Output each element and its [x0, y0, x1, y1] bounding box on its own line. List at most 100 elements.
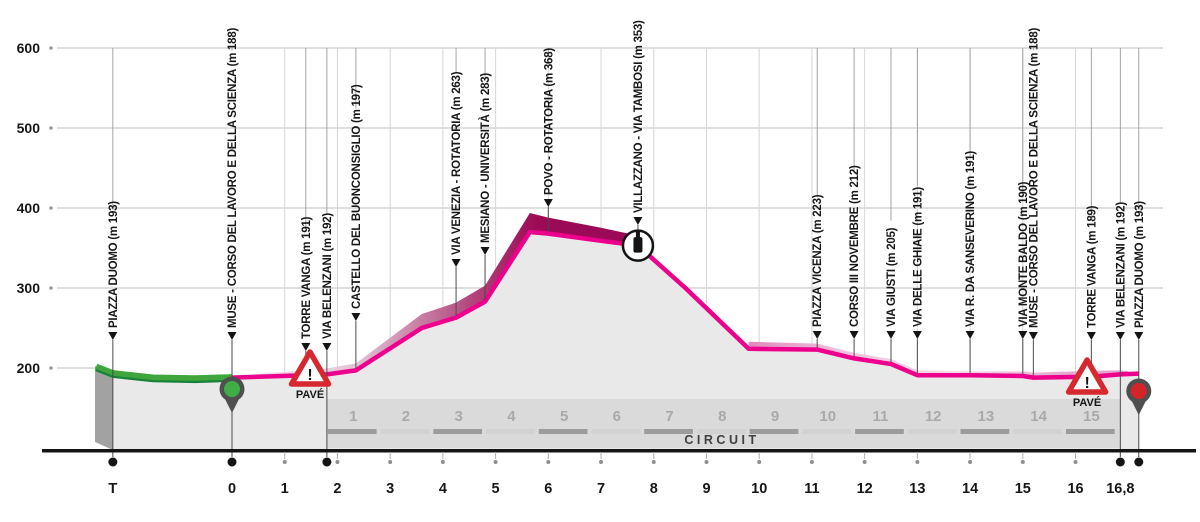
km-label: 16: [1067, 481, 1083, 497]
y-tick-300: 300: [17, 280, 41, 296]
waypoint-marker-triangle: [480, 247, 490, 255]
waypoint-label: TORRE VANGA (m 189): [1086, 48, 1098, 375]
km-tick-dot: [757, 460, 762, 464]
green-transfer-line: [94, 363, 233, 383]
waypoint-text: VILLAZZANO - VIA TAMBOSI (m 353): [633, 20, 645, 213]
waypoint-marker-triangle: [451, 259, 461, 267]
km-label: 15: [1015, 481, 1031, 497]
lap-dash: [538, 429, 588, 434]
waypoint-label: VIA R. DA SANSEVERINO (m 191): [965, 48, 977, 374]
waypoint-text: VIA BELENZANI (m 192): [1115, 202, 1127, 328]
waypoint-marker-triangle: [849, 331, 859, 339]
km-tick-dot: [809, 460, 814, 464]
km-tick-dot: [968, 460, 973, 464]
km-tick-dot: [1020, 460, 1025, 464]
km-label: 16,8: [1106, 481, 1134, 497]
km-label: 14: [962, 481, 978, 497]
waypoint-label: VIA BELENZANI (m 192): [1115, 48, 1127, 457]
waypoint-label: VIA GIUSTI (m 205): [886, 48, 898, 362]
waypoint-text: MUSE - CORSO DEL LAVORO E DELLA SCIENZA …: [1028, 28, 1040, 328]
waypoint-marker-triangle: [108, 332, 118, 340]
lap-number: 8: [718, 408, 726, 425]
waypoint-marker-triangle: [1028, 332, 1038, 340]
km-tick-dot: [282, 460, 287, 464]
waypoint-marker-triangle: [227, 332, 237, 340]
km-label: 8: [650, 481, 658, 497]
lap-dash: [696, 429, 746, 434]
lap-number: 3: [455, 408, 463, 425]
waypoint-label: TORRE VANGA (m 191): [301, 48, 313, 374]
waypoint-text: CORSO III NOVEMBRE (m 212): [849, 165, 861, 327]
waypoint-text: VIA R. DA SANSEVERINO (m 191): [965, 151, 977, 327]
pave-warning-icon: !: [288, 349, 332, 387]
waypoint-label: PIAZZA DUOMO (m 193): [1134, 48, 1146, 457]
waypoint-marker-triangle: [1018, 331, 1028, 339]
warning-triangle: [1065, 357, 1109, 395]
hill-side-face: [95, 366, 113, 450]
key-point-dot: [1134, 457, 1144, 467]
y-tick-600: 600: [17, 40, 41, 56]
warning-exclamation: !: [1084, 375, 1089, 392]
key-point-dot: [1115, 457, 1125, 467]
km-tick-dot: [915, 460, 920, 464]
green-transfer-underline: [95, 369, 233, 384]
waypoint-label: VIA VENEZIA - ROTATORIA (m 263): [451, 48, 463, 316]
waypoint-label: MESIANO - UNIVERSITÀ (m 283): [479, 48, 492, 300]
warning-triangle: [288, 349, 332, 387]
axis-layer: T 0 1 2 3 4 5 6 7 8 9 10 11 12 13 14 15 16 16,8: [42, 449, 1196, 497]
waypoint-text: POVO - ROTATORIA (m 368): [543, 48, 555, 195]
lap-dash: [380, 429, 430, 434]
km-tick-dot: [493, 460, 498, 464]
bottle-cap-icon: [635, 229, 641, 233]
x-axis-line: [42, 449, 1196, 453]
km-tick-dot: [651, 460, 656, 464]
pin-center: [1130, 383, 1147, 399]
circuit-band-layer: 1 2 3 4 5 6 7 8 9 10 11 12 13 14 15: [326, 399, 1121, 448]
lap-number: 12: [925, 408, 942, 425]
waypoint-label: PIAZZA DUOMO (m 193): [108, 48, 120, 457]
km-label: 1: [281, 481, 289, 497]
waypoint-text: PIAZZA DUOMO (m 193): [108, 201, 120, 328]
lap-dash: [960, 429, 1010, 434]
y-tick-500: 500: [17, 120, 41, 136]
lap-number: 5: [560, 408, 568, 425]
km-tick-dot: [704, 460, 709, 464]
gridline-dot: [49, 366, 53, 370]
key-point-dot: [227, 457, 237, 467]
waypoint-text: VIA VENEZIA - ROTATORIA (m 263): [451, 71, 463, 255]
lap-number: 4: [507, 408, 516, 425]
km-label: 5: [492, 481, 500, 497]
km-label: 11: [804, 481, 819, 497]
lap-dash: [327, 429, 377, 434]
waypoint-marker-triangle: [543, 199, 553, 207]
finish-pin-icon: [1126, 378, 1152, 415]
waypoint-marker-triangle: [322, 343, 332, 351]
lap-dash: [802, 429, 852, 434]
waypoint-text: VIA GIUSTI (m 205): [886, 227, 898, 327]
gridline-dot: [49, 126, 53, 130]
km-tick-dot: [599, 460, 604, 464]
waypoint-label: VIA DELLE GHIAIE (m 191): [912, 48, 924, 374]
y-tick-200: 200: [17, 360, 41, 376]
waypoint-marker-triangle: [1134, 332, 1144, 340]
waypoint-marker-triangle: [1086, 332, 1096, 340]
km-label: 12: [857, 481, 873, 497]
waypoint-text: VIA DELLE GHIAIE (m 191): [912, 187, 924, 327]
gridline-dot: [49, 286, 53, 290]
waypoint-labels-layer: PIAZZA DUOMO (m 193) MUSE - CORSO DEL LAV…: [108, 20, 1146, 457]
icons-layer: !!: [219, 229, 1152, 415]
lap-dash: [644, 429, 693, 434]
pin-tail: [224, 397, 240, 413]
waypoint-label: MUSE - CORSO DEL LAVORO E DELLA SCIENZA …: [1028, 28, 1040, 376]
pave-warning-icon: !: [1065, 357, 1109, 395]
lap-number: 15: [1083, 408, 1100, 425]
waypoint-text: PIAZZA DUOMO (m 193): [1134, 201, 1146, 328]
waypoint-text: MUSE - CORSO DEL LAVORO E DELLA SCIENZA …: [227, 28, 239, 328]
warning-exclamation: !: [307, 367, 312, 384]
hill-fill: [112, 232, 1139, 450]
km-tick-dot: [388, 460, 393, 464]
waypoint-marker-triangle: [301, 343, 311, 351]
start-pin-icon: [219, 376, 245, 413]
